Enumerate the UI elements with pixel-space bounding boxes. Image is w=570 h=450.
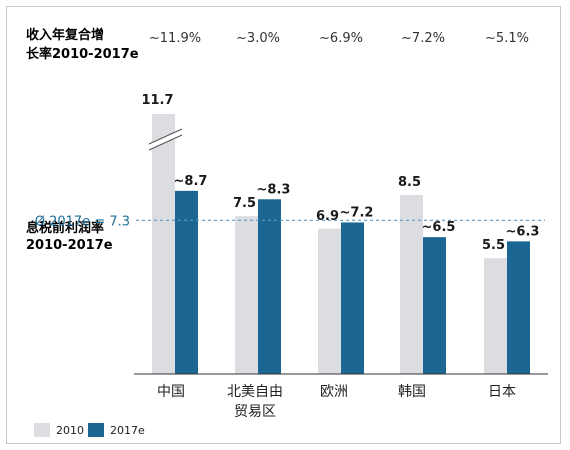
bar-2010-3 [400, 195, 423, 374]
value-label-2010-0: 11.7 [141, 93, 173, 108]
cagr-title-line-1: 收入年复合增 [26, 27, 104, 43]
category-label-4-0: 日本 [488, 384, 516, 400]
cagr-value-3: ~7.2% [401, 31, 445, 46]
cagr-title-line-2: 长率2010-2017e [26, 46, 139, 62]
bar-2017e-3 [423, 237, 446, 374]
value-label-2010-4: 5.5 [482, 238, 505, 253]
bar-2010-0 [152, 114, 175, 374]
cagr-value-1: ~3.0% [236, 31, 280, 46]
reference-line-label: Ø 2017e = 7.3 [35, 214, 130, 229]
category-label-3-0: 韩国 [398, 384, 426, 400]
bar-2017e-2 [341, 222, 364, 374]
bar-2017e-0 [175, 190, 198, 374]
chart-frame [6, 6, 561, 444]
bars [147, 114, 530, 374]
axis-break-mark-2 [148, 134, 183, 151]
bar-2010-4 [484, 258, 507, 374]
value-label-2017e-0: ~8.7 [174, 174, 208, 189]
value-label-2017e-4: ~6.3 [506, 224, 540, 239]
category-label-1-1: 贸易区 [234, 404, 276, 420]
category-label-0-0: 中国 [157, 384, 185, 400]
category-label-1-0: 北美自由 [227, 384, 283, 400]
cagr-value-0: ~11.9% [149, 31, 201, 46]
bar-2017e-4 [507, 241, 530, 374]
cagr-value-2: ~6.9% [319, 31, 363, 46]
legend-label-2010: 2010 [56, 424, 84, 437]
value-label-2017e-1: ~8.3 [257, 182, 291, 197]
value-labels: 11.7 ~8.7 7.5~8.3 6.9 ~7.2 8.5 ~6.5 5.5~6.3 [141, 93, 539, 253]
legend: 2010 2017e [34, 423, 145, 437]
value-label-2017e-3: ~6.5 [422, 220, 456, 235]
bar-2010-2 [318, 228, 341, 374]
value-label-2010-3: 8.5 [398, 175, 421, 190]
value-label-2010-2: 6.9 [316, 209, 339, 224]
value-label-2017e-2: ~7.2 [340, 205, 374, 220]
margin-title-line-2: 2010-2017e [26, 238, 113, 253]
axis-break-mark-1 [148, 128, 183, 145]
cagr-value-4: ~5.1% [485, 31, 529, 46]
category-label-2-0: 欧洲 [320, 384, 348, 400]
margin-title-line-1: 息税前利润率 [26, 220, 104, 236]
bar-2010-1 [235, 216, 258, 374]
value-label-2010-1: 7.5 [233, 196, 256, 211]
cagr-values: ~11.9% ~3.0% ~6.9% ~7.2% ~5.1% [149, 31, 529, 46]
bar-2017e-1 [258, 199, 281, 374]
legend-swatch-2017e [88, 423, 104, 437]
legend-label-2017e: 2017e [110, 424, 145, 437]
reference-line-group: Ø 2017e = 7.3 [35, 214, 545, 229]
legend-swatch-2010 [34, 423, 50, 437]
axis-break-gap [147, 129, 184, 150]
